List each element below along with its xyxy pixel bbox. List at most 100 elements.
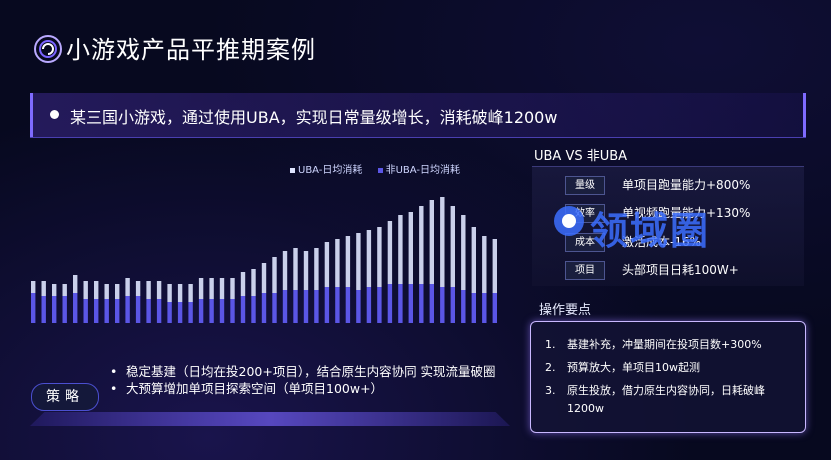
- bar-non-uba: [41, 296, 46, 323]
- bar-non-uba: [450, 287, 455, 323]
- strategy-item: • 大预算增加单项目探索空间（单项目100w+）: [110, 380, 505, 397]
- bar-non-uba: [177, 302, 183, 323]
- legend-item-uba: UBA-日均消耗: [290, 165, 362, 176]
- bar-uba: [230, 278, 235, 299]
- bar-non-uba: [198, 299, 204, 323]
- bar-non-uba: [492, 293, 497, 323]
- bar-non-uba: [167, 302, 172, 323]
- bar-uba: [62, 284, 67, 296]
- uba-row-scale: 量级 单项目跑量能力+800%: [565, 174, 795, 196]
- bar-uba: [471, 227, 476, 293]
- ops-item: 1. 基建补充，冲量期间在投项目数+300%: [545, 336, 795, 354]
- logo-icon: [34, 35, 62, 63]
- chart-legend: UBA-日均消耗 非UBA-日均消耗: [290, 161, 472, 176]
- bar-uba: [156, 281, 162, 299]
- bar-uba: [209, 278, 214, 299]
- legend-swatch-uba: [290, 167, 295, 173]
- bar-uba: [450, 206, 455, 287]
- strategy-list: • 稳定基建（日均在投200+项目），结合原生内容协同 实现流量破圈 • 大预算…: [110, 363, 505, 397]
- bar-non-uba: [251, 296, 256, 323]
- strategy-badge: 策略: [31, 383, 99, 411]
- bar-non-uba: [209, 299, 214, 323]
- legend-item-non-uba: 非UBA-日均消耗: [377, 165, 460, 176]
- uba-value-efficiency: 单视频跑量能力+130%: [622, 206, 751, 220]
- bar-non-uba: [335, 287, 340, 323]
- bar-uba: [167, 284, 172, 302]
- bar-uba: [240, 272, 246, 296]
- bar-non-uba: [429, 284, 434, 323]
- bar-uba: [177, 284, 183, 302]
- uba-value-scale: 单项目跑量能力+800%: [622, 178, 751, 192]
- uba-value-project: 头部项目日耗100W+: [622, 263, 739, 277]
- uba-tag-cost: 成本: [565, 233, 605, 252]
- bar-non-uba: [94, 299, 99, 323]
- bar-uba: [104, 284, 109, 299]
- bar-non-uba: [146, 299, 151, 323]
- bar-non-uba: [482, 293, 487, 323]
- bar-non-uba: [377, 287, 382, 323]
- chart-plot: [31, 197, 497, 323]
- bar-uba: [303, 251, 309, 290]
- bar-uba: [31, 281, 36, 293]
- watermark: 领域圈: [590, 209, 711, 253]
- bar-non-uba: [31, 293, 36, 323]
- bar-non-uba: [440, 287, 445, 323]
- bar-uba: [94, 281, 99, 299]
- bar-uba: [83, 281, 88, 299]
- bar-non-uba: [156, 299, 162, 323]
- ops-title: 操作要点: [539, 303, 592, 318]
- bar-non-uba: [398, 284, 403, 323]
- bar-uba: [492, 239, 497, 293]
- bullet-icon: •: [110, 381, 118, 396]
- bar-uba: [429, 200, 434, 284]
- bar-uba: [293, 248, 298, 290]
- bar-non-uba: [366, 287, 372, 323]
- bar-non-uba: [104, 299, 109, 323]
- bar-uba: [41, 281, 46, 296]
- headline-banner: 某三国小游戏，通过使用UBA，实现日常量级增长，消耗破峰1200w: [30, 93, 806, 138]
- strategy-item: • 稳定基建（日均在投200+项目），结合原生内容协同 实现流量破圈: [110, 363, 505, 380]
- headline-accent-right: [803, 93, 806, 137]
- bar-uba: [272, 257, 277, 293]
- bar-uba: [73, 275, 78, 293]
- bar-uba: [356, 233, 361, 290]
- uba-comparison-title: UBA VS 非UBA: [534, 149, 628, 164]
- ops-item-number: 1.: [545, 338, 556, 351]
- uba-row-project: 项目 头部项目日耗100W+: [565, 259, 795, 281]
- stage-platform: [30, 412, 510, 426]
- bar-uba: [377, 227, 382, 287]
- bar-non-uba: [356, 290, 361, 323]
- uba-value-cost: 激活成本-16%: [622, 235, 702, 249]
- bar-uba: [115, 284, 120, 299]
- ops-item: 3. 原生投放，借力原生内容协同，日耗破峰1200w: [545, 382, 795, 418]
- consumption-chart: UBA-日均消耗 非UBA-日均消耗: [20, 155, 510, 335]
- ops-item-text: 预算放大，单项目10w起测: [567, 361, 700, 374]
- strategy-item-text: 大预算增加单项目探索空间（单项目100w+）: [126, 381, 384, 396]
- legend-swatch-non-uba: [377, 167, 383, 173]
- bar-uba: [366, 230, 372, 287]
- bar-non-uba: [73, 293, 78, 323]
- headline-text: 某三国小游戏，通过使用UBA，实现日常量级增长，消耗破峰1200w: [70, 108, 558, 127]
- ops-item-number: 2.: [545, 361, 556, 374]
- watermark-logo-icon: [554, 206, 584, 236]
- bar-uba: [282, 251, 288, 290]
- bar-non-uba: [471, 293, 476, 323]
- bar-uba: [314, 248, 319, 290]
- bar-uba: [52, 284, 57, 296]
- page-title: 小游戏产品平推期案例: [66, 36, 316, 64]
- ops-item: 2. 预算放大，单项目10w起测: [545, 359, 795, 377]
- bar-uba: [345, 236, 351, 287]
- bar-non-uba: [324, 287, 330, 323]
- bar-non-uba: [62, 296, 67, 323]
- uba-divider: [532, 166, 804, 167]
- bar-uba: [335, 239, 340, 287]
- bar-uba: [398, 215, 403, 284]
- bar-uba: [461, 215, 466, 290]
- uba-tag-scale: 量级: [565, 176, 605, 195]
- bar-uba: [440, 197, 445, 287]
- bar-uba: [482, 236, 487, 293]
- headline-accent-left: [30, 93, 33, 137]
- bar-uba: [146, 281, 151, 299]
- ops-panel: 1. 基建补充，冲量期间在投项目数+300% 2. 预算放大，单项目10w起测 …: [530, 321, 806, 433]
- bar-non-uba: [314, 290, 319, 323]
